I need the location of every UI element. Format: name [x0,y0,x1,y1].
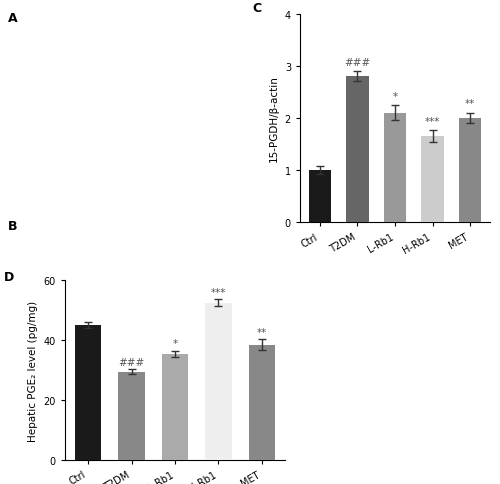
Text: *: * [172,338,178,348]
Bar [75,326,101,460]
Bar [206,303,232,460]
Text: C: C [252,2,262,15]
Text: ***: *** [425,117,440,126]
Text: ***: *** [211,287,226,297]
Text: ###: ### [344,58,370,68]
Text: *: * [392,91,398,102]
Bar [459,119,481,223]
Text: **: ** [257,327,267,337]
Bar [422,137,444,223]
Bar [384,113,406,223]
Y-axis label: 15-PGDH/β-actin: 15-PGDH/β-actin [269,75,279,162]
Text: ###: ### [118,357,144,367]
Text: D: D [4,270,14,283]
Bar [308,171,331,223]
Y-axis label: Hepatic PGE₂ level (pg/mg): Hepatic PGE₂ level (pg/mg) [28,300,38,440]
Bar [346,77,368,223]
Text: B: B [8,219,17,232]
Text: **: ** [465,99,475,109]
Text: A: A [8,12,18,25]
Bar [249,345,275,460]
Bar [118,372,144,460]
Bar [162,354,188,460]
